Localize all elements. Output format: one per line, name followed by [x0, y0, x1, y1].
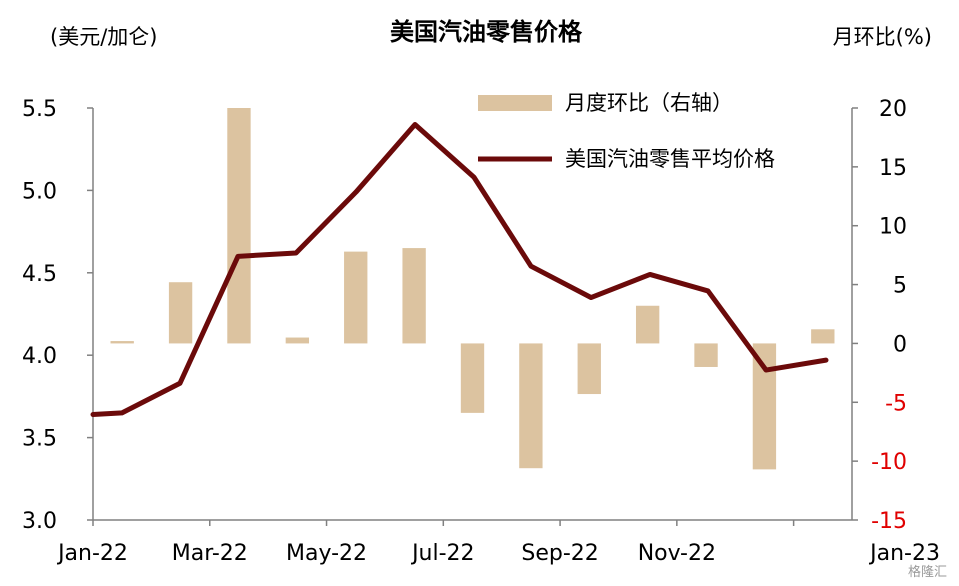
right-axis-unit-label: 月环比(%) — [833, 25, 932, 49]
bar-Nov-22 — [694, 343, 718, 367]
bar-Aug-22 — [519, 343, 543, 469]
left-y-tick-label: 4.0 — [22, 344, 57, 369]
bar-Feb-22 — [168, 282, 193, 344]
legend: 月度环比（右轴） 美国汽油零售平均价格 — [478, 91, 775, 171]
line-layer — [90, 121, 829, 418]
left-y-tick-label: 3.0 — [22, 509, 57, 534]
x-tick-label: Nov-22 — [638, 541, 716, 566]
price-line — [90, 121, 829, 418]
x-tick-label: Jan-23 — [868, 541, 940, 566]
x-tick-label: Mar-22 — [172, 541, 248, 566]
bar-Jun-22 — [402, 248, 426, 344]
bar-Jan-23 — [811, 329, 835, 344]
axes-layer: 3.0 3.5 4.0 4.5 5.0 5.5 -15 -10 -5 0 5 10 15 20 Jan-22… — [22, 97, 940, 566]
x-tick-label: Jan-22 — [56, 541, 128, 566]
left-y-tick-label: 5.5 — [22, 97, 57, 122]
right-y-tick-label: 10 — [879, 215, 907, 240]
x-tick-label: Jul-22 — [410, 541, 474, 566]
legend-line-label: 美国汽油零售平均价格 — [565, 147, 775, 171]
bar-Jan-22 — [110, 341, 134, 344]
legend-bar-label: 月度环比（右轴） — [565, 91, 733, 115]
left-y-tick-label: 5.0 — [22, 179, 57, 204]
legend-bar-swatch — [478, 95, 552, 111]
left-axis-unit-label: (美元/加仑) — [50, 25, 157, 49]
right-y-tick-label: 5 — [893, 274, 907, 299]
right-y-tick-label: 0 — [893, 332, 907, 357]
right-y-tick-label: -10 — [871, 450, 907, 475]
left-y-tick-label: 3.5 — [22, 427, 57, 452]
bar-Dec-22 — [752, 343, 777, 470]
bar-Sep-22 — [577, 343, 601, 395]
bar-Oct-22 — [635, 305, 660, 344]
bars-layer — [110, 108, 835, 470]
chart-title: 美国汽油零售价格 — [390, 18, 583, 46]
x-tick-label: May-22 — [286, 541, 367, 566]
bar-Jul-22 — [460, 343, 485, 413]
right-y-tick-label: -15 — [871, 509, 907, 534]
right-y-tick-label: 20 — [879, 97, 907, 122]
bar-Mar-22 — [227, 108, 251, 344]
left-y-tick-label: 4.5 — [22, 262, 57, 287]
right-y-tick-label: -5 — [885, 391, 907, 416]
watermark: 格隆汇 — [907, 565, 947, 580]
bar-May-22 — [344, 251, 368, 344]
bar-Apr-22 — [285, 337, 310, 344]
right-y-tick-label: 15 — [879, 156, 907, 181]
x-tick-label: Sep-22 — [521, 541, 598, 566]
